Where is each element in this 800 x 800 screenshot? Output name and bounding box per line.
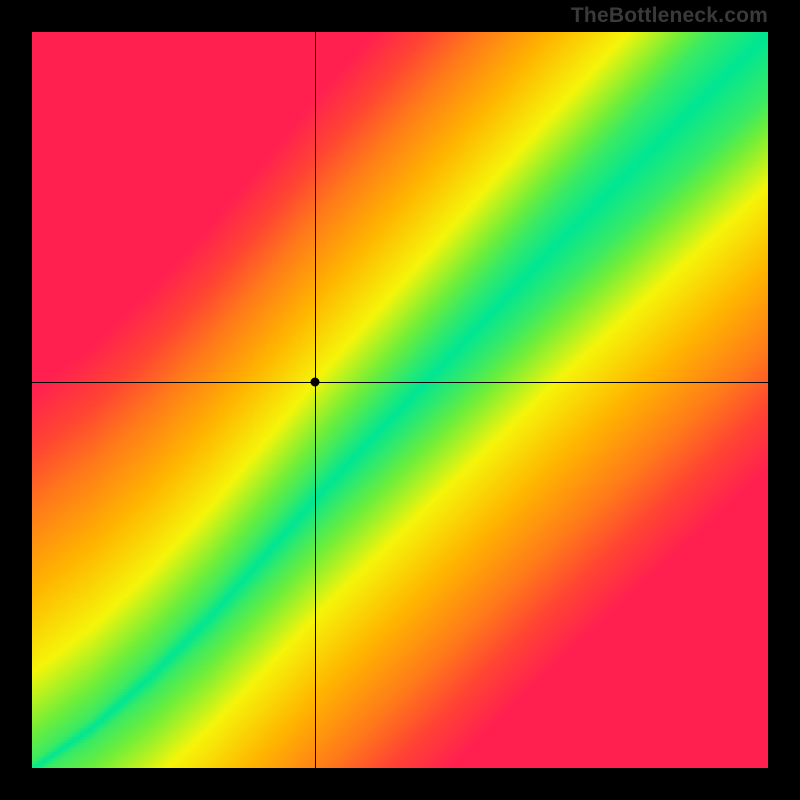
heatmap-canvas — [32, 32, 768, 768]
plot-area — [32, 32, 768, 768]
crosshair-horizontal — [32, 382, 768, 383]
chart-frame: TheBottleneck.com — [0, 0, 800, 800]
crosshair-vertical — [315, 32, 316, 768]
watermark-text: TheBottleneck.com — [571, 4, 768, 28]
crosshair-dot — [311, 378, 320, 387]
